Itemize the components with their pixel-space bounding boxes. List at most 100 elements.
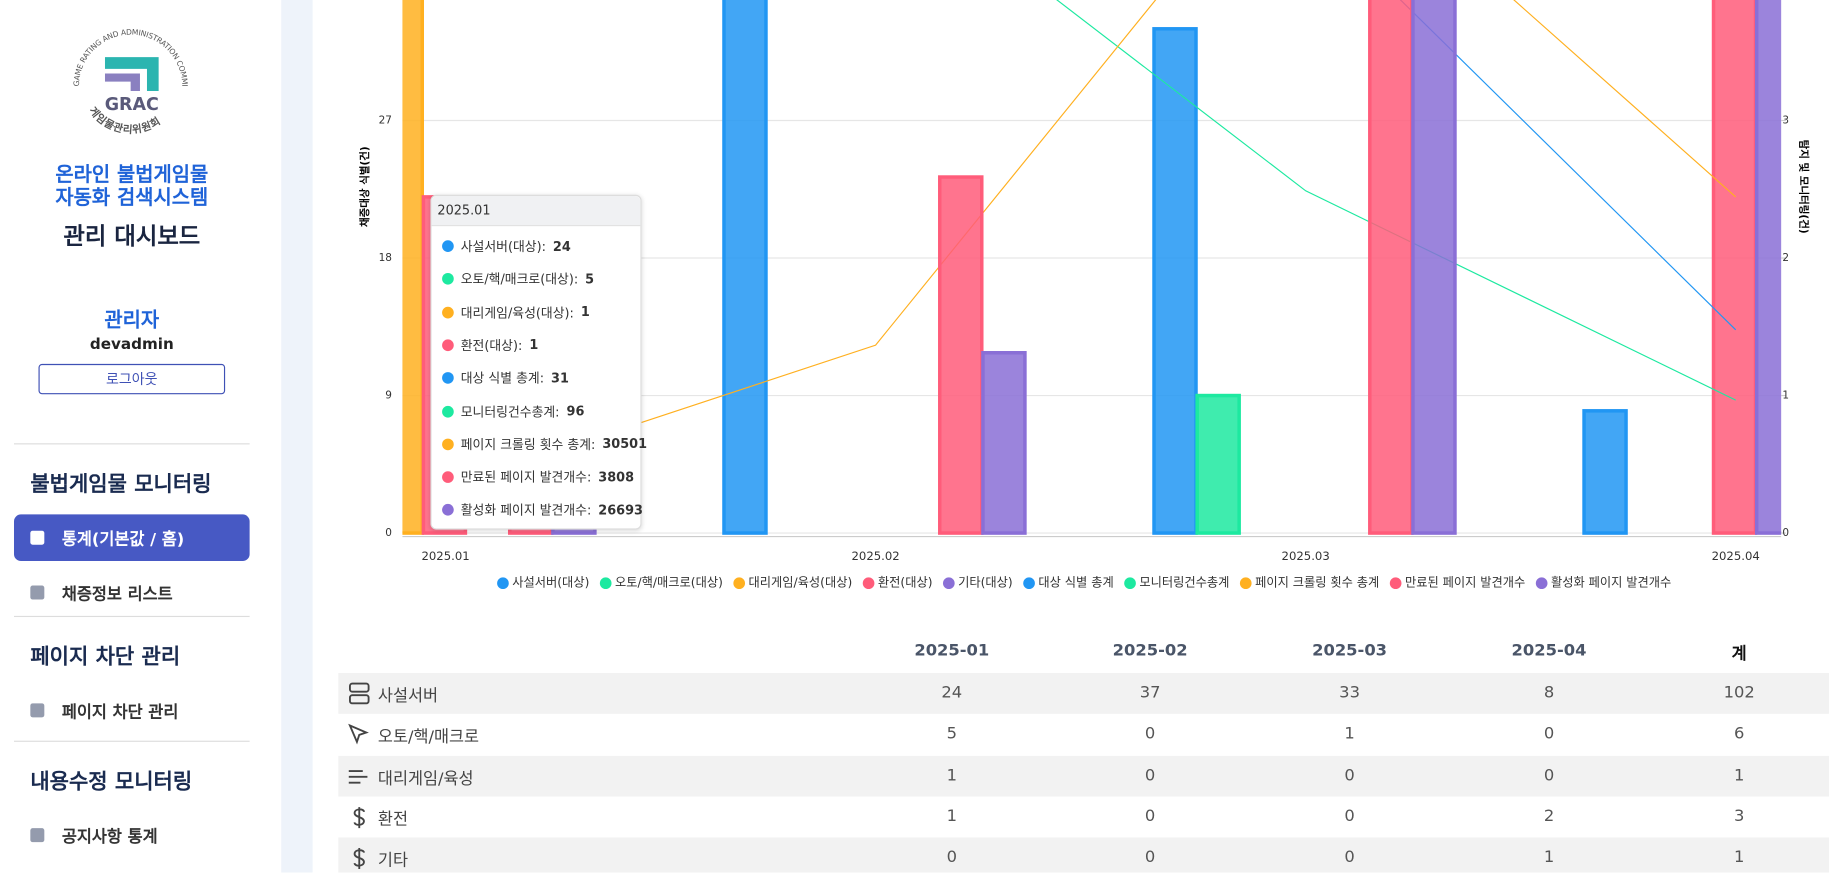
column-header: 계 [1731,645,1747,664]
bar [1411,0,1457,535]
legend-label: 활성화 페이지 발견개수 [1551,576,1671,590]
x-tick-label: 2025.01 [421,549,469,563]
table-cell: 6 [1733,724,1745,744]
legend-label: 만료된 페이지 발견개수 [1405,576,1525,590]
tooltip-item: 모니터링건수총계: 96 [442,402,584,421]
tooltip-value: 26693 [598,502,643,518]
menu-item-active[interactable] [13,514,250,562]
tooltip-swatch [442,273,454,285]
tooltip-label: 대상 식별 총계: [460,371,545,387]
menu-icon [30,828,45,843]
table-cell: 0 [1344,807,1355,826]
menu-item[interactable]: 통계(기본값 / 홈) [61,530,185,550]
table-cell: 0 [1144,848,1156,867]
menu-icon [30,703,45,718]
tooltip-swatch [442,240,454,252]
tooltip-item: 환전(대상): 1 [442,336,538,355]
tooltip-value: 5 [585,271,595,287]
table-cell: 8 [1543,683,1555,703]
legend-swatch [1535,577,1548,590]
tooltip-value: 1 [580,304,590,320]
bar [938,175,984,535]
table-cell: 1 [946,765,958,785]
bar [294,166,336,533]
divider [13,443,250,445]
table-cell: 1 [1733,765,1745,785]
bar [981,351,1027,535]
tooltip-item: 대리게임/육성(대상): 1 [442,303,590,322]
tooltip-swatch [442,372,454,384]
bar [1711,0,1758,535]
section-heading: 페이지 차단 관리 [30,645,181,670]
menu-item[interactable]: 채증정보 리스트 [61,585,173,605]
legend-swatch [733,577,746,590]
app-title-line: 온라인 불법게임물 [55,163,209,187]
tooltip-value: 24 [552,238,571,254]
table-cell: 0 [1144,765,1156,785]
y-axis-label: 채증대상 식별(건) [358,146,371,227]
tooltip-label: 모니터링건수총계: [460,404,560,420]
line [1056,0,1736,401]
legend-swatch [599,577,612,590]
legend-item: 기타(대상) [942,576,1013,590]
row-icon [348,724,369,745]
chart-tooltip: 2025.01 사설서버(대상): 24 오토/핵/매크로(대상): 5 대리게임/육성… [430,194,647,530]
line [1399,0,1737,331]
table-cell: 0 [1344,765,1355,785]
column-header: 2025-01 [914,641,990,661]
tooltip-item: 오토/핵/매크로(대상): 5 [442,270,594,289]
menu-item[interactable]: 페이지 차단 관리 [61,703,179,723]
table-cell: 0 [946,848,958,867]
line [445,0,1737,488]
row-name: 사설서버 [377,687,439,706]
tooltip-label: 오토/핵/매크로(대상): [460,272,579,288]
table-cell: 0 [1344,848,1355,867]
tooltip-label: 만료된 페이지 발견개수: [460,470,592,486]
tooltip-swatch [442,339,454,351]
table-cell: 1 [1543,848,1555,867]
tooltip-swatch [442,306,454,318]
row-name: 대리게임/육성 [377,769,474,789]
row-icon [349,682,370,705]
table-cell: 1 [946,807,958,826]
legend-item: 환전(대상) [862,576,933,590]
tooltip-title: 2025.01 [431,195,641,227]
table-cell: 0 [1144,807,1156,826]
table-row [338,755,1829,797]
tooltip-label: 활성화 페이지 발견개수: [460,503,592,519]
table-cell: 1 [1344,724,1355,744]
app-title-line: 자동화 검색시스템 [55,186,209,210]
legend-label: 환전(대상) [878,576,933,590]
bar [1582,409,1628,535]
menu-item[interactable]: 공지사항 통계 [61,828,158,847]
y2-tick-label: 1 [1782,390,1789,402]
row-name: 기타 [377,851,408,871]
legend-label: 사설서버(대상) [512,576,589,590]
tooltip-swatch [442,504,454,517]
legend-swatch [1389,577,1402,590]
legend-swatch [862,577,875,590]
tooltip-swatch [442,438,454,451]
logo: GAME RATING AND ADMINISTRATION COMMITTEE… [61,14,190,136]
column-header: 2025-02 [1112,641,1188,661]
y-tick-label: 0 [385,527,392,539]
sidebar: GAME RATING AND ADMINISTRATION COMMITTEE… [0,0,282,873]
logout-button[interactable]: 로그아웃 [38,363,226,395]
tooltip-value: 1 [529,337,539,353]
table-cell: 33 [1339,683,1360,703]
table-row [338,796,1829,838]
menu-icon [30,530,45,545]
legend-item: 오토/핵/매크로(대상) [599,575,723,590]
tooltip-item: 페이지 크롤링 횟수 총계: 30501 [442,435,647,454]
row-icon [353,807,365,829]
legend-item: 페이지 크롤링 횟수 총계 [1239,576,1379,590]
legend-swatch [1239,577,1252,590]
legend-swatch [942,577,955,590]
table-cell: 2 [1543,807,1555,826]
tooltip-swatch [442,405,454,418]
y2-tick-label: 3 [1782,114,1789,126]
legend-swatch [497,577,509,590]
legend-label: 오토/핵/매크로(대상) [615,575,723,590]
